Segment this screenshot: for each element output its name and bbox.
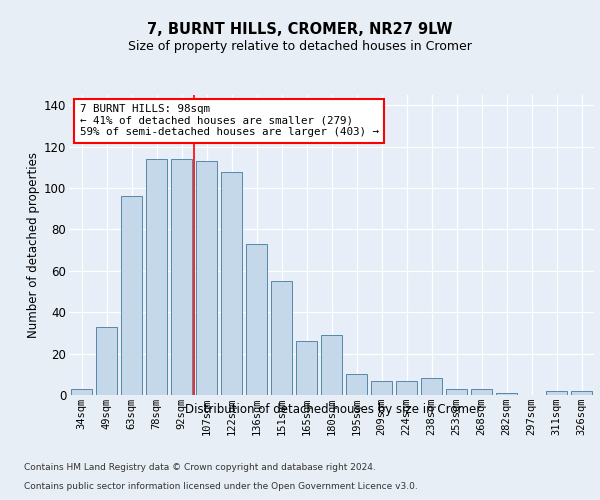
Text: Distribution of detached houses by size in Cromer: Distribution of detached houses by size … [185, 402, 481, 415]
Bar [296, 341, 317, 395]
Bar [221, 172, 242, 395]
Bar [471, 389, 492, 395]
Bar [121, 196, 142, 395]
Bar [271, 281, 292, 395]
Text: 7 BURNT HILLS: 98sqm
← 41% of detached houses are smaller (279)
59% of semi-deta: 7 BURNT HILLS: 98sqm ← 41% of detached h… [79, 104, 379, 137]
Bar [196, 161, 217, 395]
Bar [96, 326, 117, 395]
Bar [71, 389, 92, 395]
Bar [146, 159, 167, 395]
Bar [571, 391, 592, 395]
Bar [396, 380, 417, 395]
Bar [496, 393, 517, 395]
Bar [546, 391, 567, 395]
Y-axis label: Number of detached properties: Number of detached properties [26, 152, 40, 338]
Bar [246, 244, 267, 395]
Bar [371, 380, 392, 395]
Bar [446, 389, 467, 395]
Bar [346, 374, 367, 395]
Bar [421, 378, 442, 395]
Text: 7, BURNT HILLS, CROMER, NR27 9LW: 7, BURNT HILLS, CROMER, NR27 9LW [147, 22, 453, 38]
Text: Size of property relative to detached houses in Cromer: Size of property relative to detached ho… [128, 40, 472, 53]
Bar [171, 159, 192, 395]
Bar [321, 335, 342, 395]
Text: Contains HM Land Registry data © Crown copyright and database right 2024.: Contains HM Land Registry data © Crown c… [24, 464, 376, 472]
Text: Contains public sector information licensed under the Open Government Licence v3: Contains public sector information licen… [24, 482, 418, 491]
